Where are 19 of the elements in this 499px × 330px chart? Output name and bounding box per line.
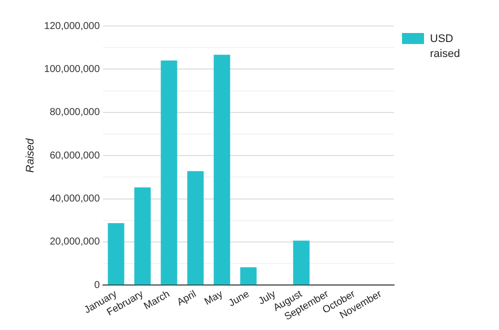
bar xyxy=(293,240,310,285)
x-tick-label: May xyxy=(202,288,225,308)
bar xyxy=(108,223,124,285)
y-tick-label: 120,000,000 xyxy=(44,20,100,32)
x-tick-label: April xyxy=(176,288,198,308)
bar xyxy=(187,171,204,285)
y-tick-label: 80,000,000 xyxy=(50,107,100,118)
bar xyxy=(240,267,257,285)
y-tick-label: 20,000,000 xyxy=(50,236,100,248)
legend-label: USD raised xyxy=(430,32,461,62)
y-tick-label: 100,000,000 xyxy=(44,64,100,75)
y-tick-label: 40,000,000 xyxy=(50,194,100,205)
y-axis-title: Raised xyxy=(24,138,37,173)
bar xyxy=(160,60,178,285)
y-tick-label: 60,000,000 xyxy=(50,150,100,162)
bar xyxy=(214,54,230,285)
x-tick-label: June xyxy=(227,288,252,310)
bar xyxy=(134,187,151,285)
y-tick-label: 0 xyxy=(94,280,100,291)
